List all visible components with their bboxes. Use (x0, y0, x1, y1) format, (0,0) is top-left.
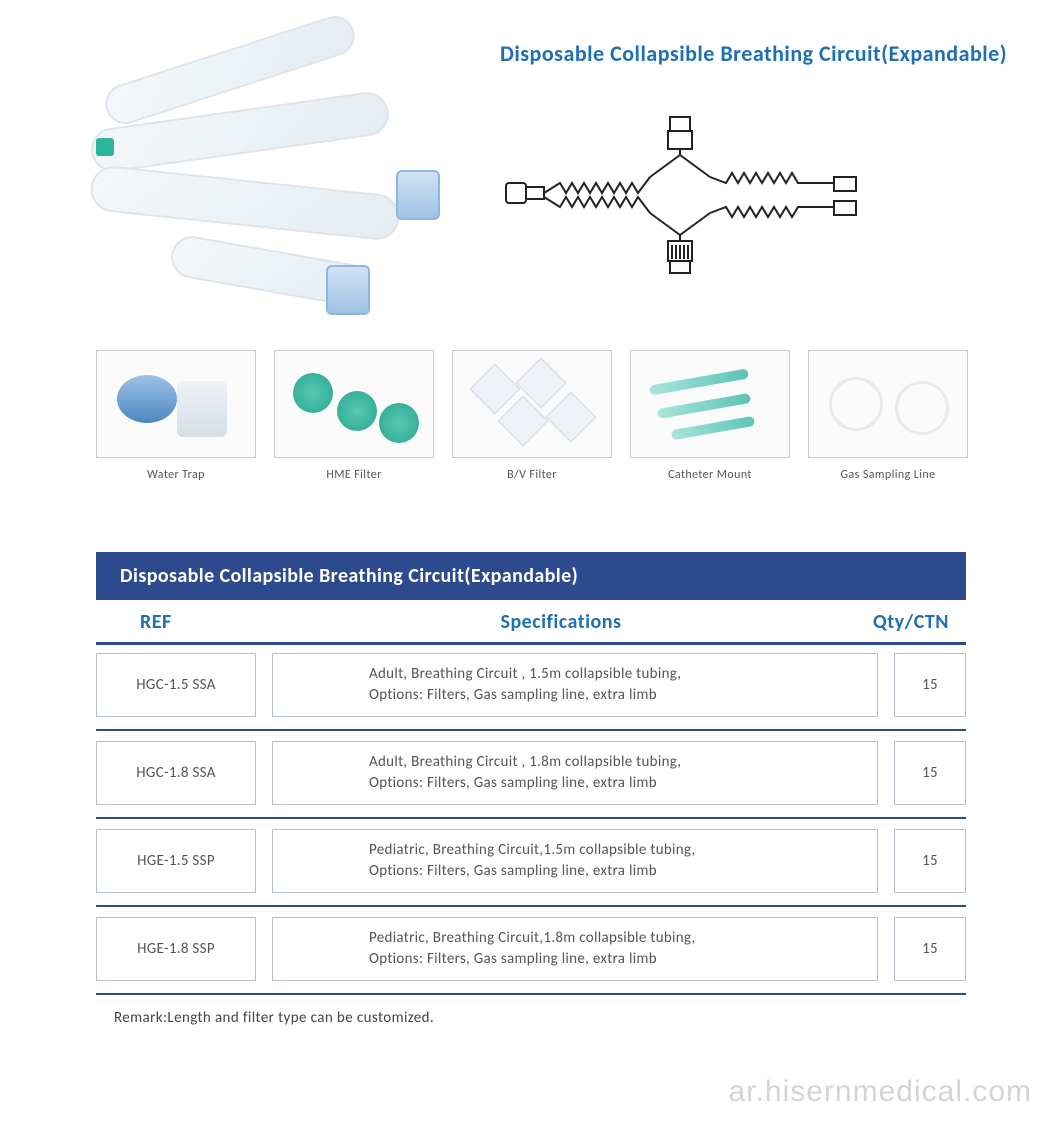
thumb-caption: B/V Filter (452, 468, 612, 482)
circuit-diagram (500, 107, 940, 277)
table-header-row: REF Specifications Qty/CTN (96, 600, 966, 642)
thumb-caption: Gas Sampling Line (808, 468, 968, 482)
spec-line: Options: Filters, Gas sampling line, ext… (369, 949, 657, 970)
table-remark: Remark:Length and filter type can be cus… (96, 1005, 966, 1027)
cell-spec: Pediatric, Breathing Circuit,1.5m collap… (272, 829, 878, 893)
thumb-gas-sampling-line: Gas Sampling Line (808, 350, 968, 482)
accessory-thumbnails-row: Water Trap HME Filter B/V Filter Cathete… (0, 330, 1060, 492)
col-header-qty: Qty/CTN (856, 600, 966, 642)
row-divider (96, 817, 966, 819)
header-rule (96, 642, 966, 645)
spec-line: Options: Filters, Gas sampling line, ext… (369, 861, 657, 882)
cell-qty: 15 (894, 653, 966, 717)
spec-line: Pediatric, Breathing Circuit,1.8m collap… (369, 928, 696, 949)
col-header-spec: Specifications (266, 600, 856, 642)
thumb-hme-filter: HME Filter (274, 350, 434, 482)
row-divider (96, 729, 966, 731)
table-row: HGC-1.8 SSA Adult, Breathing Circuit , 1… (96, 741, 966, 805)
cell-qty: 15 (894, 917, 966, 981)
spec-line: Adult, Breathing Circuit , 1.8m collapsi… (369, 752, 681, 773)
cell-spec: Adult, Breathing Circuit , 1.8m collapsi… (272, 741, 878, 805)
cell-spec: Adult, Breathing Circuit , 1.5m collapsi… (272, 653, 878, 717)
table-row: HGE-1.5 SSP Pediatric, Breathing Circuit… (96, 829, 966, 893)
thumb-catheter-mount: Catheter Mount (630, 350, 790, 482)
table-row: HGC-1.5 SSA Adult, Breathing Circuit , 1… (96, 653, 966, 717)
cell-qty: 15 (894, 829, 966, 893)
thumb-bv-filter: B/V Filter (452, 350, 612, 482)
cell-ref: HGC-1.5 SSA (96, 653, 256, 717)
page-title: Disposable Collapsible Breathing Circuit… (500, 40, 1020, 67)
spec-line: Options: Filters, Gas sampling line, ext… (369, 773, 657, 794)
cell-ref: HGE-1.8 SSP (96, 917, 256, 981)
thumb-caption: Catheter Mount (630, 468, 790, 482)
spec-line: Pediatric, Breathing Circuit,1.5m collap… (369, 840, 696, 861)
spec-line: Options: Filters, Gas sampling line, ext… (369, 685, 657, 706)
thumb-caption: Water Trap (96, 468, 256, 482)
watermark-text: ar.hisernmedical.com (729, 1075, 1032, 1109)
table-title-bar: Disposable Collapsible Breathing Circuit… (96, 552, 966, 600)
cell-ref: HGC-1.8 SSA (96, 741, 256, 805)
row-divider (96, 993, 966, 995)
spec-line: Adult, Breathing Circuit , 1.5m collapsi… (369, 664, 681, 685)
cell-ref: HGE-1.5 SSP (96, 829, 256, 893)
table-row: HGE-1.8 SSP Pediatric, Breathing Circuit… (96, 917, 966, 981)
thumb-water-trap: Water Trap (96, 350, 256, 482)
col-header-ref: REF (96, 600, 266, 642)
product-main-image (60, 30, 460, 310)
thumb-caption: HME Filter (274, 468, 434, 482)
cell-spec: Pediatric, Breathing Circuit,1.8m collap… (272, 917, 878, 981)
row-divider (96, 905, 966, 907)
cell-qty: 15 (894, 741, 966, 805)
